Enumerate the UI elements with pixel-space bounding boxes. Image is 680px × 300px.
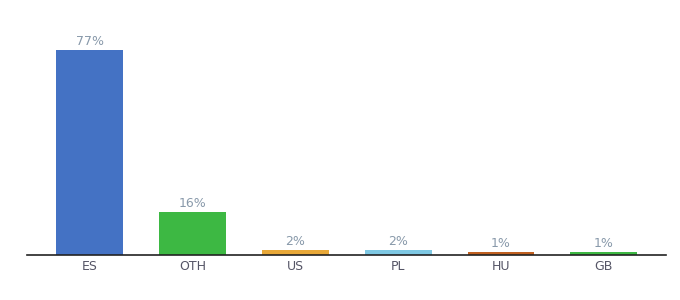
Text: 1%: 1% — [594, 237, 614, 250]
Text: 77%: 77% — [75, 35, 103, 48]
Text: 16%: 16% — [179, 197, 207, 210]
Text: 2%: 2% — [388, 235, 408, 248]
Bar — [571, 252, 637, 255]
Bar — [468, 252, 534, 255]
Bar — [159, 212, 226, 255]
Text: 2%: 2% — [286, 235, 305, 248]
Bar — [364, 250, 432, 255]
Bar — [262, 250, 329, 255]
Bar — [56, 50, 123, 255]
Text: 1%: 1% — [491, 237, 511, 250]
